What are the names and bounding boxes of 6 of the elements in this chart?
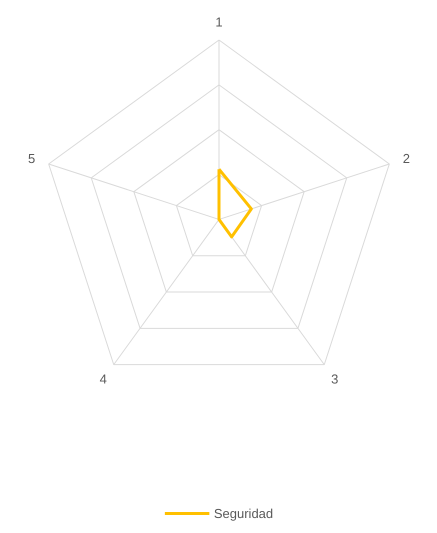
spoke-label: 3 <box>331 372 338 387</box>
spoke-label: 4 <box>100 372 107 387</box>
spoke-label: 2 <box>402 150 410 166</box>
legend-label: Seguridad <box>214 506 274 520</box>
spoke-label: 1 <box>215 14 223 30</box>
spoke-label: 5 <box>28 150 36 166</box>
